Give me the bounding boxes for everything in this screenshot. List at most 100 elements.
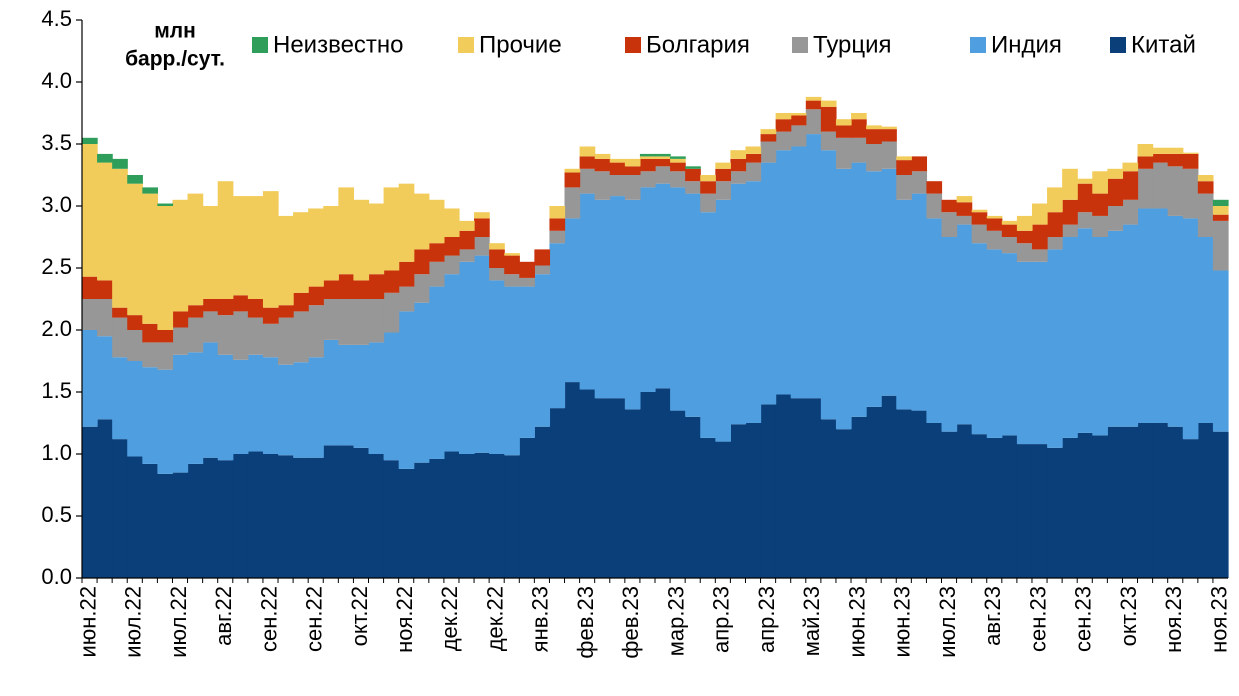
area-segment <box>881 168 897 396</box>
area-segment <box>564 218 581 383</box>
area-segment <box>383 460 400 578</box>
y-tick-label: 4.0 <box>41 68 72 93</box>
area-segment <box>262 357 279 454</box>
area-segment <box>504 274 520 287</box>
area-segment <box>97 299 113 337</box>
area-segment <box>896 199 912 410</box>
area-segment <box>564 172 581 188</box>
area-segment <box>1077 183 1093 213</box>
area-segment <box>428 243 445 262</box>
legend-swatch <box>625 37 641 53</box>
y-tick-label: 4.5 <box>41 6 72 31</box>
area-segment <box>1197 175 1214 182</box>
area-segment <box>851 113 867 120</box>
area-segment <box>1122 426 1139 578</box>
area-segment <box>172 472 189 578</box>
area-segment <box>1212 220 1229 271</box>
area-segment <box>338 187 355 275</box>
area-segment <box>278 317 294 365</box>
area-segment <box>383 270 400 293</box>
area-segment <box>1062 237 1078 438</box>
area-segment <box>1152 208 1169 423</box>
area-segment <box>760 141 777 163</box>
area-segment <box>730 150 747 159</box>
area-segment <box>474 218 490 237</box>
area-segment <box>293 362 309 458</box>
area-segment <box>775 150 792 395</box>
area-segment <box>157 473 174 578</box>
area-segment <box>1092 435 1108 578</box>
area-segment <box>911 410 928 578</box>
area-segment <box>262 454 279 578</box>
area-segment <box>112 317 128 358</box>
area-segment <box>458 220 475 231</box>
area-segment <box>1062 168 1078 200</box>
area-segment <box>187 352 204 464</box>
area-segment <box>986 218 1003 231</box>
area-segment <box>489 249 505 268</box>
area-segment <box>308 357 324 458</box>
area-segment <box>127 175 143 184</box>
y-tick-label: 2.0 <box>41 316 72 341</box>
area-segment <box>851 137 867 163</box>
area-segment <box>1016 215 1033 231</box>
area-segment <box>97 162 113 281</box>
area-segment <box>926 181 943 194</box>
area-segment <box>624 409 641 578</box>
area-segment <box>413 274 430 303</box>
area-segment <box>805 134 822 399</box>
area-segment <box>127 183 143 316</box>
area-segment <box>142 342 158 368</box>
area-segment <box>971 212 988 225</box>
area-segment <box>896 156 912 161</box>
area-segment <box>1212 431 1229 578</box>
area-segment <box>1212 214 1229 221</box>
x-tick-label: июн.22 <box>75 586 100 658</box>
area-segment <box>247 354 264 452</box>
area-segment <box>579 168 596 194</box>
area-segment <box>157 203 174 206</box>
axis-unit: млн <box>154 20 196 43</box>
area-segment <box>398 468 415 578</box>
area-segment <box>398 183 415 262</box>
area-segment <box>1197 193 1214 237</box>
area-segment <box>1197 423 1214 578</box>
area-segment <box>1107 178 1124 206</box>
x-tick-label: июл.22 <box>121 586 146 658</box>
area-segment <box>851 162 867 417</box>
legend-swatch <box>252 37 268 53</box>
area-segment <box>639 153 656 157</box>
area-segment <box>971 243 988 435</box>
axis-unit: барр./сут. <box>125 48 225 71</box>
y-tick-label: 1.0 <box>41 440 72 465</box>
area-segment <box>323 206 339 281</box>
area-segment <box>458 261 475 454</box>
x-tick-label: июл.23 <box>935 586 960 658</box>
area-segment <box>926 423 943 578</box>
area-segment <box>217 299 234 316</box>
area-segment <box>881 141 897 169</box>
area-segment <box>609 196 626 399</box>
area-segment <box>624 175 641 200</box>
area-segment <box>760 404 777 578</box>
area-segment <box>172 327 189 355</box>
area-segment <box>655 166 671 184</box>
area-segment <box>1212 270 1229 432</box>
x-tick-label: окт.22 <box>347 586 372 646</box>
area-segment <box>202 206 219 299</box>
area-segment <box>911 171 928 194</box>
area-segment <box>443 237 460 256</box>
area-segment <box>1107 206 1124 231</box>
area-segment <box>368 274 385 299</box>
area-segment <box>443 255 460 275</box>
area-segment <box>489 243 505 250</box>
area-segment <box>835 429 852 578</box>
area-segment <box>187 317 204 353</box>
legend-swatch <box>1110 37 1126 53</box>
area-segment <box>775 113 792 120</box>
area-segment <box>851 119 867 138</box>
area-segment <box>835 125 852 138</box>
area-segment <box>504 286 520 456</box>
area-segment <box>1182 218 1199 440</box>
area-segment <box>262 191 279 308</box>
